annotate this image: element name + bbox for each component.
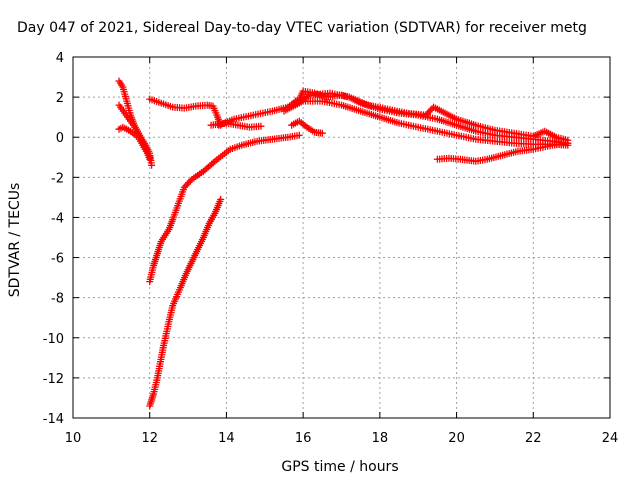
y-tick-label: -14 <box>43 412 64 427</box>
data-point <box>257 122 265 130</box>
x-tick-label: 12 <box>141 431 158 446</box>
data-marks <box>115 77 572 410</box>
series-track-9 <box>280 97 572 149</box>
series-track-3 <box>115 123 154 161</box>
data-point <box>185 179 193 187</box>
data-point <box>422 111 430 119</box>
x-tick-label: 16 <box>295 431 312 446</box>
data-point <box>209 159 217 167</box>
series-track-10 <box>291 89 572 144</box>
y-tick-label: -6 <box>51 252 64 267</box>
y-tick-label: 4 <box>56 51 64 66</box>
data-point <box>423 110 431 118</box>
y-axis-label: SDTVAR / TECUs <box>7 183 23 298</box>
x-tick-label: 14 <box>218 431 235 446</box>
data-point <box>426 106 434 114</box>
x-tick-label: 20 <box>448 431 465 446</box>
x-tick-label: 18 <box>372 431 389 446</box>
series-track-11 <box>288 117 326 137</box>
x-tick-label: 22 <box>525 431 542 446</box>
data-point <box>183 180 191 188</box>
y-tick-label: 2 <box>56 91 64 106</box>
data-point <box>182 182 190 190</box>
chart-title: Day 047 of 2021, Sidereal Day-to-day VTE… <box>17 20 587 36</box>
y-tick-label: -4 <box>51 211 64 226</box>
x-tick-label: 24 <box>602 431 619 446</box>
x-tick-label: 10 <box>65 431 82 446</box>
y-tick-label: -10 <box>43 332 64 347</box>
data-point <box>425 108 433 116</box>
x-axis-label: GPS time / hours <box>281 459 398 475</box>
data-point <box>148 161 156 169</box>
series-track-12 <box>433 139 572 165</box>
data-point <box>564 139 572 147</box>
y-tick-label: 0 <box>56 131 64 146</box>
data-point <box>180 183 188 191</box>
series-track-5 <box>146 131 303 286</box>
data-point <box>318 129 326 137</box>
series-track-4 <box>146 95 225 129</box>
y-tick-label: -12 <box>43 372 64 387</box>
grid <box>73 57 610 418</box>
plot-frame <box>72 56 611 419</box>
y-tick-label: -8 <box>51 292 64 307</box>
y-tick-label: -2 <box>51 171 64 186</box>
data-point <box>146 153 154 161</box>
data-point <box>217 195 225 203</box>
data-point <box>295 131 303 139</box>
series-track-6 <box>146 195 225 410</box>
